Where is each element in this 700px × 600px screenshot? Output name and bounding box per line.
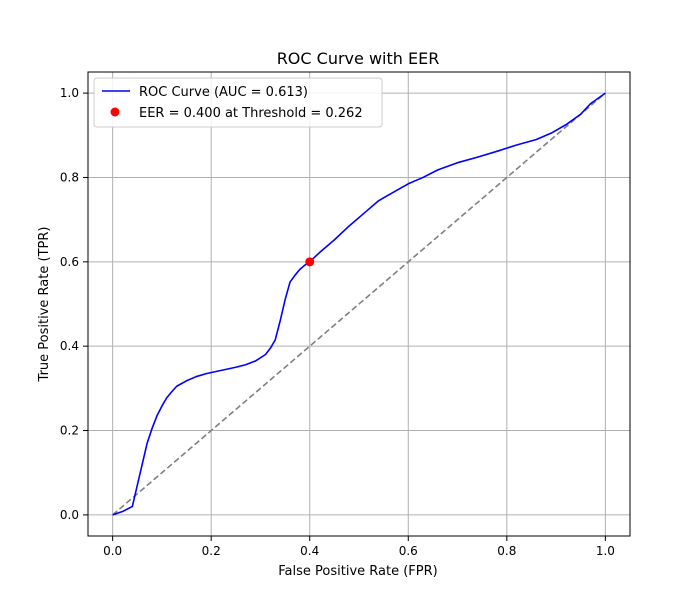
legend-eer-marker — [110, 107, 120, 117]
y-tick-label: 0.6 — [60, 255, 79, 269]
plot-frame — [87, 71, 631, 537]
x-tick-label: 0.6 — [399, 544, 418, 558]
x-tick-label: 0.2 — [202, 544, 221, 558]
legend-box — [93, 77, 383, 128]
x-tick-label: 0.0 — [103, 544, 122, 558]
y-tick-label: 0.4 — [60, 339, 79, 353]
y-tick-label: 0.8 — [60, 170, 79, 184]
x-tick-label: 0.4 — [300, 544, 319, 558]
legend-eer-label: EER = 0.400 at Threshold = 0.262 — [139, 106, 363, 121]
chart-title: ROC Curve with EER — [277, 49, 440, 68]
y-tick-label: 0.0 — [60, 508, 79, 522]
plot-area — [112, 92, 606, 516]
axis-ticks: 0.0 0.2 0.4 0.6 0.8 1.0 0.0 0.2 0.4 0.6 0.8 1.0 — [60, 86, 615, 558]
x-tick-label: 0.8 — [497, 544, 516, 558]
legend-roc-label: ROC Curve (AUC = 0.613) — [139, 85, 308, 100]
chance-diagonal-line — [112, 92, 606, 516]
y-tick-label: 1.0 — [60, 86, 79, 100]
x-axis-label: False Positive Rate (FPR) — [278, 564, 437, 579]
roc-curve-line — [112, 92, 606, 516]
eer-point — [305, 257, 315, 267]
x-tick-label: 1.0 — [596, 544, 615, 558]
legend: ROC Curve (AUC = 0.613) EER = 0.400 at T… — [93, 77, 383, 128]
y-tick-label: 0.2 — [60, 424, 79, 438]
y-axis-label: True Positive Rate (TPR) — [37, 227, 52, 383]
